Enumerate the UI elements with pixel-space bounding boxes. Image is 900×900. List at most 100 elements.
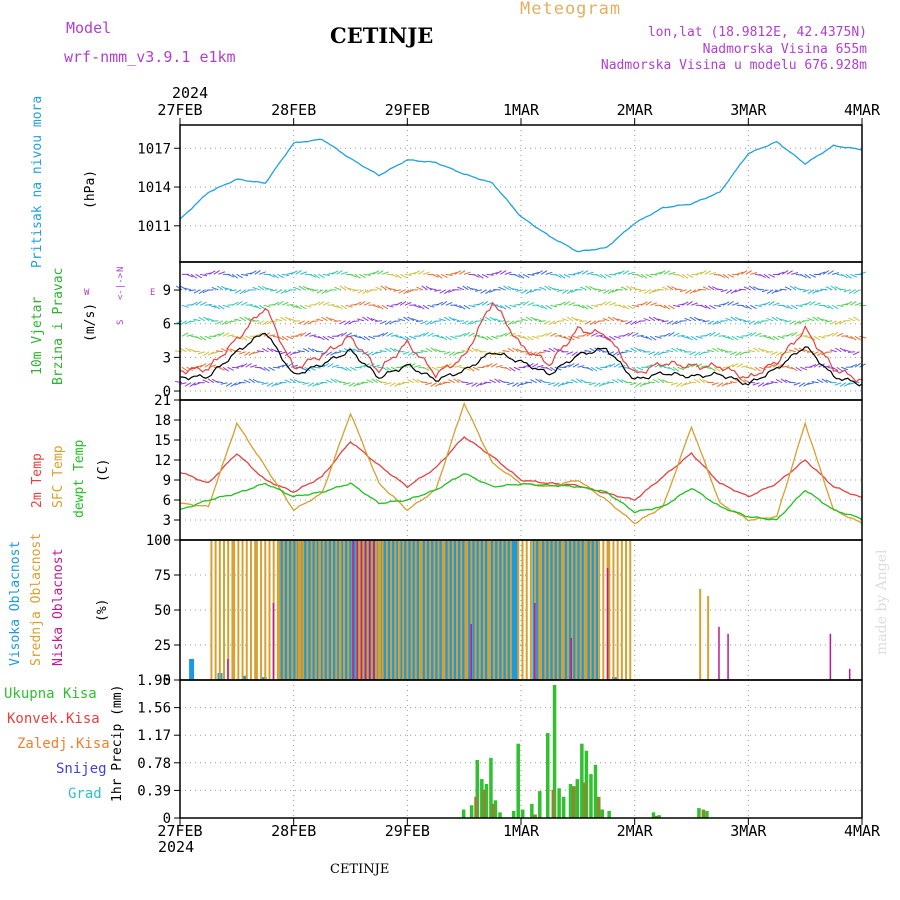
wind-arrow <box>800 335 808 337</box>
wind-arrow <box>650 302 657 306</box>
wind-arrow <box>348 382 356 387</box>
wind-arrow <box>202 379 210 384</box>
precip-bar-precip_total <box>475 759 480 818</box>
y-tick-label: 9 <box>163 283 171 299</box>
wind-arrow <box>216 320 224 325</box>
wind-arrow <box>827 270 834 275</box>
wind-arrow <box>591 304 599 308</box>
wind-arrow <box>245 335 253 340</box>
wind-arrow <box>453 378 460 384</box>
wind-arrow <box>584 349 592 353</box>
wind-arrow <box>361 351 369 355</box>
cloud-bar-mid_cloud <box>241 540 244 680</box>
wind-arrow <box>622 304 630 310</box>
wind-arrow <box>193 289 201 294</box>
wind-arrow <box>244 351 251 356</box>
wind-arrow <box>618 270 625 275</box>
wind-arrow <box>609 273 617 276</box>
wind-arrow <box>309 273 316 278</box>
wind-arrow <box>407 379 415 384</box>
y-tick-label: 1.95 <box>137 673 171 689</box>
wind-arrow <box>652 379 660 384</box>
wind-arrow <box>266 382 274 387</box>
wind-arrow <box>812 289 819 294</box>
wind-arrow <box>220 382 228 385</box>
wind-arrow <box>236 273 243 279</box>
wind-arrow <box>379 350 387 353</box>
wind-arrow <box>266 287 274 291</box>
wind-arrow <box>436 335 444 339</box>
wind-arrow <box>550 304 558 308</box>
wind-arrow <box>716 382 724 387</box>
wind-arrow <box>836 366 843 372</box>
wind-arrow <box>195 273 202 279</box>
wind-arrow <box>188 320 196 323</box>
precip-bar-precip_total <box>511 810 516 818</box>
wind-arrow <box>486 363 493 368</box>
wind-arrow <box>318 273 325 279</box>
wind-arrow <box>398 382 405 386</box>
wind-arrow <box>527 362 534 368</box>
wind-arrow <box>854 335 862 341</box>
wind-arrow <box>461 320 469 325</box>
wind-arrow <box>280 289 287 295</box>
wind-arrow <box>761 348 769 353</box>
cloud-bar-mid_cloud <box>410 540 413 680</box>
cloud-bar-high_cloud <box>322 540 328 680</box>
wind-arrow <box>493 318 501 322</box>
wind-arrow <box>491 335 498 340</box>
wind-arrow <box>298 320 305 325</box>
cloud-bar-high_cloud <box>311 540 317 680</box>
wind-arrow <box>284 316 292 322</box>
wind-arrow <box>707 285 715 291</box>
cloud-bar-low_cloud <box>356 540 358 680</box>
wind-arrow <box>697 318 705 322</box>
temp-line-temp2m <box>179 436 863 501</box>
precip-bar-precip_total <box>498 812 502 818</box>
wind-arrow <box>725 317 733 322</box>
wind-arrow <box>659 270 666 275</box>
wind-arrow <box>770 381 778 384</box>
wind-arrow <box>704 270 712 275</box>
wind-arrow <box>462 285 469 291</box>
wind-arrow <box>631 332 639 337</box>
wind-arrow <box>321 289 328 295</box>
wind-arrow <box>572 271 580 275</box>
wind-arrow <box>380 320 387 325</box>
wind-arrow <box>340 271 348 275</box>
wind-arrow <box>694 316 701 322</box>
wind-arrow <box>257 320 265 325</box>
wind-arrow <box>629 382 637 386</box>
cloud-bar-mid_cloud <box>214 540 217 680</box>
wind-arrow <box>229 289 237 292</box>
wind-arrow <box>415 320 424 322</box>
wind-arrow <box>841 303 849 306</box>
wind-arrow <box>759 335 767 337</box>
wind-arrow <box>311 289 319 292</box>
wind-arrow <box>845 273 852 279</box>
wind-arrow <box>803 382 810 387</box>
cloud-bar-mid_cloud <box>231 540 234 680</box>
wind-arrow <box>321 316 328 322</box>
wind-arrow <box>750 331 757 337</box>
wind-arrow <box>329 318 337 322</box>
cloud-bar-mid_cloud <box>295 540 298 680</box>
wind-arrow <box>813 302 821 306</box>
wind-arrow <box>771 316 778 322</box>
wind-arrow <box>838 288 846 291</box>
wind-arrow <box>207 378 215 384</box>
footer-title: CETINJE <box>330 862 390 877</box>
meteogram-label: Meteogram <box>520 0 622 19</box>
wind-arrow <box>848 289 856 294</box>
wind-arrow <box>181 366 189 372</box>
wind-arrow <box>322 273 330 277</box>
wind-arrow <box>244 316 251 322</box>
wind-arrow <box>545 304 553 310</box>
wind-arrow <box>531 363 539 368</box>
wind-arrow <box>263 332 271 337</box>
wind-arrow <box>748 285 756 291</box>
wind-arrow <box>804 301 812 306</box>
wind-arrow <box>730 316 737 322</box>
cloud-bar-high_cloud <box>284 540 290 680</box>
wind-arrow <box>371 378 378 384</box>
